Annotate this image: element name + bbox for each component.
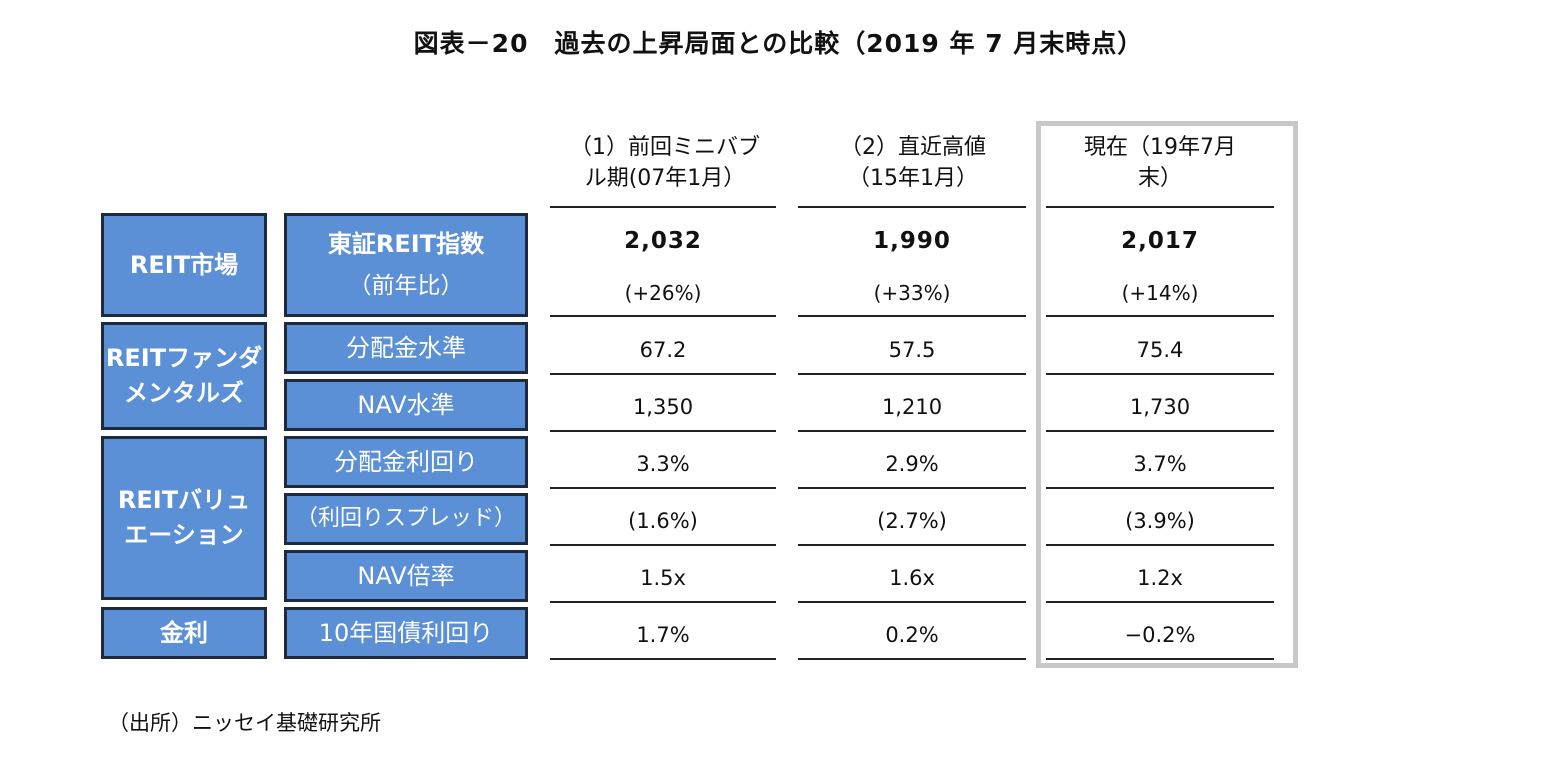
table-cell: 1,210 [881, 395, 943, 419]
group-label-line: REITバリュ [117, 486, 251, 515]
row-rule [1046, 430, 1274, 432]
row-rule [550, 601, 776, 603]
row-rule [1046, 601, 1274, 603]
column-header-line: （15年1月） [848, 166, 978, 191]
group-label-line: REITファンダ [105, 344, 263, 373]
group-label-line: エーション [124, 521, 244, 549]
row-rule [798, 658, 1026, 660]
chart-title: 図表－20 過去の上昇局面との比較（2019 年 7 月末時点） [413, 29, 1144, 58]
header-rule [798, 206, 1026, 208]
column-header-line: 末） [1137, 166, 1182, 191]
group-cell-reit-fundamentals: REITファンダ メンタルズ [101, 322, 267, 430]
table-cell: 1,990 [873, 228, 951, 254]
row-rule [550, 544, 776, 546]
column-header-line: 現在（19年7月 [1084, 135, 1236, 160]
table-cell: 1,730 [1129, 395, 1191, 419]
group-label-line: REIT市場 [129, 250, 239, 279]
group-label-line: 金利 [160, 618, 208, 647]
metric-cell-nav-ratio: NAV倍率 [284, 550, 528, 602]
table-cell: 75.4 [1136, 338, 1184, 362]
metric-cell-dividend-level: 分配金水準 [284, 322, 528, 374]
row-rule [798, 315, 1026, 317]
row-rule [550, 658, 776, 660]
header-rule [1046, 206, 1274, 208]
table-cell: 1.6x [889, 566, 935, 590]
header-rule [550, 206, 776, 208]
table-cell: (3.9%) [1125, 509, 1195, 533]
metric-label: （利回りスプレッド） [295, 506, 516, 532]
table-cell: 0.2% [885, 623, 939, 647]
column-header-3: 現在（19年7月 末） [1045, 132, 1275, 194]
row-rule [550, 487, 776, 489]
metric-sublabel: （前年比） [348, 272, 464, 299]
row-rule [1046, 544, 1274, 546]
row-rule [1046, 315, 1274, 317]
row-rule [550, 430, 776, 432]
table-cell: (1.6%) [628, 509, 698, 533]
column-header-2: （2）直近高値 （15年1月） [798, 132, 1028, 194]
source-note: （出所）ニッセイ基礎研究所 [108, 711, 381, 735]
row-rule [1046, 487, 1274, 489]
metric-cell-nav-level: NAV水準 [284, 379, 528, 431]
column-header-line: （2）直近高値 [840, 135, 986, 160]
metric-label: 分配金利回り [334, 447, 478, 476]
table-cell: 1.2x [1137, 566, 1183, 590]
group-cell-reit-market: REIT市場 [101, 213, 267, 317]
table-cell: 1.5x [640, 566, 686, 590]
table-cell: 2,017 [1121, 228, 1199, 254]
row-rule [1046, 658, 1274, 660]
table-cell: 57.5 [888, 338, 936, 362]
row-rule [798, 544, 1026, 546]
table-cell: 1.7% [636, 623, 690, 647]
table-cell: −0.2% [1124, 623, 1196, 647]
current-column-highlight [1036, 121, 1298, 668]
row-rule [550, 315, 776, 317]
row-rule [550, 373, 776, 375]
table-cell: (+26%) [624, 281, 702, 305]
table-cell: (+33%) [873, 281, 951, 305]
group-cell-reit-valuation: REITバリュ エーション [101, 436, 267, 600]
table-cell: 2,032 [624, 228, 702, 254]
metric-cell-10y-jgb-yield: 10年国債利回り [284, 607, 528, 659]
table-cell: 3.7% [1133, 452, 1187, 476]
table-cell: 3.3% [636, 452, 690, 476]
metric-label: NAV倍率 [357, 561, 455, 590]
row-rule [1046, 373, 1274, 375]
group-cell-interest-rate: 金利 [101, 607, 267, 659]
group-label-line: メンタルズ [124, 379, 244, 407]
row-rule [798, 487, 1026, 489]
table-cell: 67.2 [639, 338, 687, 362]
metric-label: 10年国債利回り [318, 618, 494, 647]
table-cell: 2.9% [885, 452, 939, 476]
row-rule [798, 373, 1026, 375]
table-cell: 1,350 [632, 395, 694, 419]
metric-label: 分配金水準 [346, 333, 466, 362]
column-header-line: ル期(07年1月） [584, 166, 746, 191]
column-header-line: （1）前回ミニバブ [570, 135, 760, 160]
row-rule [798, 430, 1026, 432]
column-header-1: （1）前回ミニバブ ル期(07年1月） [550, 132, 780, 194]
metric-label: 東証REIT指数 [327, 229, 485, 258]
row-rule [798, 601, 1026, 603]
table-cell: (2.7%) [877, 509, 947, 533]
table-cell: (+14%) [1121, 281, 1199, 305]
metric-cell-yield-spread: （利回りスプレッド） [284, 493, 528, 545]
metric-cell-tse-reit-index: 東証REIT指数 （前年比） [284, 213, 528, 317]
metric-label: NAV水準 [357, 390, 455, 419]
metric-cell-dividend-yield: 分配金利回り [284, 436, 528, 488]
